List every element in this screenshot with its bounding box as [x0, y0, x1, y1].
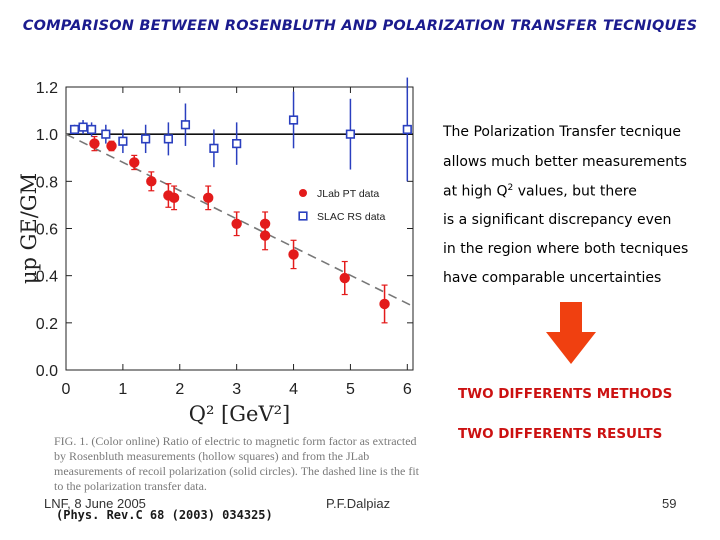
legend-label: SLAC RS data [317, 211, 385, 223]
slac-data-point [288, 115, 299, 125]
jlab-data-point [339, 272, 350, 284]
down-arrow-icon [546, 302, 596, 364]
chart-legend: JLab PT data SLAC RS data [298, 188, 385, 223]
y-tick-label: 0.4 [36, 269, 58, 286]
slac-data-point [69, 124, 80, 135]
slac-data-point [118, 136, 128, 146]
y-axis-label: μp GE/GM [17, 173, 41, 284]
jlab-data-point [231, 218, 242, 229]
x-axis-label: Q² [GeV²] [189, 402, 290, 426]
slac-data-point [345, 129, 356, 139]
y-tick-label: 1.0 [36, 127, 58, 144]
y-tick-label: 1.2 [36, 80, 58, 97]
explanation-line-6: have comparable uncertainties [443, 270, 662, 286]
figure-caption: FIG. 1. (Color online) Ratio of electric… [54, 434, 419, 493]
slac-data-point [101, 129, 111, 139]
slac-data-point [86, 124, 97, 135]
x-tick-label: 0 [62, 381, 71, 398]
slac-data-point [402, 124, 412, 135]
footer-date: LNF, 8 June 2005 [44, 496, 146, 511]
jlab-data-point [129, 157, 140, 168]
jlab-data-point [203, 192, 214, 204]
y-tick-label: 0.2 [36, 316, 58, 333]
slac-data-point [163, 134, 173, 144]
x-tick-label: 3 [232, 381, 241, 398]
fit-line [65, 133, 414, 308]
jlab-data-point [106, 140, 117, 152]
explanation-line-2: allows much better measurements [443, 154, 687, 170]
jlab-data-point [146, 176, 157, 187]
x-tick-label: 4 [289, 381, 298, 398]
explanation-line-5: in the region where both tecniques [443, 241, 689, 257]
chart-axes: 0.0 0.2 0.4 0.6 0.8 1.0 1.2 0 1 2 3 4 5 6 Q² [GeV²] μp … [17, 80, 414, 426]
results-text: TWO DIFFERENTS RESULTS [458, 426, 663, 442]
x-tick-label: 2 [175, 381, 184, 398]
x-tick-label: 6 [403, 381, 412, 398]
jlab-data-point [288, 249, 299, 260]
slac-data-point [78, 122, 88, 132]
explanation-line-3: at high Q2 values, but there [443, 183, 637, 200]
legend-marker-slac [298, 211, 308, 221]
y-tick-label: 0.0 [36, 363, 58, 380]
legend-marker-jlab [299, 189, 307, 197]
plot-frame [65, 86, 414, 371]
chart-marks [65, 77, 414, 324]
slac-data-point [209, 143, 219, 153]
y-tick-label: 0.8 [36, 174, 58, 191]
explanation-line-4: is a significant discrepancy even [443, 212, 672, 228]
explanation-line-1: The Polarization Transfer tecnique [443, 124, 681, 140]
jlab-data-point [259, 230, 271, 241]
slide-title: COMPARISON BETWEEN ROSENBLUTH AND POLARI… [22, 18, 698, 34]
x-tick-label: 1 [118, 381, 127, 398]
page-number: 59 [662, 496, 677, 511]
slac-data-point [141, 134, 151, 144]
jlab-data-point [379, 298, 390, 310]
slac-data-point [232, 139, 242, 149]
form-factor-chart: 0.0 0.2 0.4 0.6 0.8 1.0 1.2 0 1 2 3 4 5 6 Q² [GeV²] μp … [17, 77, 414, 426]
legend-label: JLab PT data [317, 188, 379, 200]
footer-author: P.F.Dalpiaz [326, 496, 391, 511]
jlab-data-point [89, 138, 100, 149]
x-tick-label: 5 [346, 381, 355, 398]
reference-citation: (Phys. Rev.C 68 (2003) 034325) [56, 508, 273, 522]
slac-data-point [180, 120, 191, 130]
y-tick-label: 0.6 [36, 222, 58, 239]
jlab-data-point [168, 192, 180, 204]
methods-text: TWO DIFFERENTS METHODS [458, 386, 673, 402]
